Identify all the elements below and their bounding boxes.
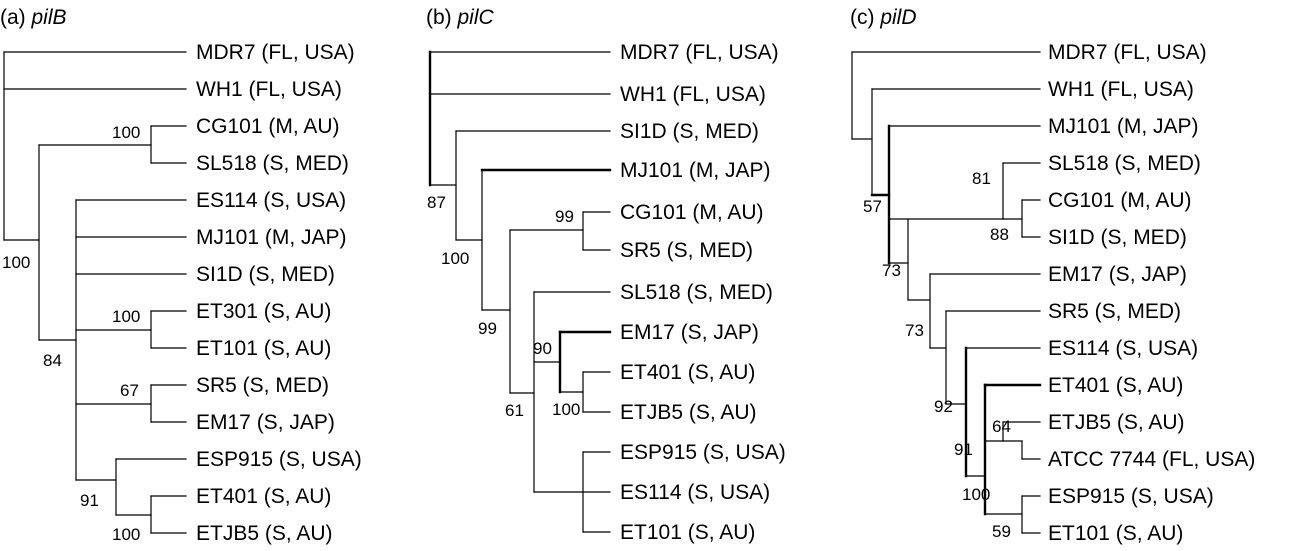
panel-c-leaf-labels: MDR7 (FL, USA) WH1 (FL, USA) MJ101 (M, J… xyxy=(1048,41,1255,545)
leaf-label: CG101 (M, AU) xyxy=(196,115,340,138)
leaf-label: ESP915 (S, USA) xyxy=(620,441,786,464)
leaf-label: SR5 (S, MED) xyxy=(620,239,753,262)
bootstrap-value: 67 xyxy=(120,381,139,400)
bootstrap-value: 81 xyxy=(972,169,991,188)
bootstrap-value: 100 xyxy=(112,123,140,142)
leaf-label: MDR7 (FL, USA) xyxy=(196,41,355,64)
bootstrap-value: 73 xyxy=(905,321,924,340)
leaf-label: ETJB5 (S, AU) xyxy=(1048,411,1185,434)
leaf-label: SL518 (S, MED) xyxy=(1048,152,1201,175)
leaf-label: ES114 (S, USA) xyxy=(1048,337,1198,360)
bootstrap-value: 100 xyxy=(2,253,30,272)
leaf-label: ET301 (S, AU) xyxy=(196,300,331,323)
leaf-label: SI1D (S, MED) xyxy=(196,263,335,286)
bootstrap-value: 100 xyxy=(112,307,140,326)
leaf-label: EM17 (S, JAP) xyxy=(620,321,759,344)
leaf-label: EM17 (S, JAP) xyxy=(1048,263,1187,286)
panel-a-leaf-labels: MDR7 (FL, USA) WH1 (FL, USA) CG101 (M, A… xyxy=(196,41,362,545)
leaf-label: CG101 (M, AU) xyxy=(1048,189,1192,212)
panel-b-leaf-labels: MDR7 (FL, USA) WH1 (FL, USA) SI1D (S, ME… xyxy=(620,41,786,544)
panel-c-title: (c) pilD xyxy=(850,6,917,29)
bootstrap-value: 99 xyxy=(555,207,574,226)
leaf-label: SL518 (S, MED) xyxy=(196,152,349,175)
bootstrap-value: 57 xyxy=(863,197,882,216)
leaf-label: ETJB5 (S, AU) xyxy=(196,522,333,545)
panel-c-pild: (c) pilD xyxy=(850,6,1255,545)
bootstrap-value: 100 xyxy=(552,400,580,419)
leaf-label: WH1 (FL, USA) xyxy=(1048,78,1194,101)
leaf-label: ET401 (S, AU) xyxy=(1048,374,1183,397)
bootstrap-value: 88 xyxy=(990,225,1009,244)
leaf-label: ES114 (S, USA) xyxy=(196,189,346,212)
leaf-label: ES114 (S, USA) xyxy=(620,481,770,504)
leaf-label: CG101 (M, AU) xyxy=(620,201,764,224)
bootstrap-value: 100 xyxy=(112,525,140,544)
leaf-label: EM17 (S, JAP) xyxy=(196,411,335,434)
bootstrap-value: 61 xyxy=(505,401,524,420)
panel-c-bootstrap-values: 57 81 88 73 73 92 91 64 100 59 xyxy=(863,169,1011,541)
leaf-label: SR5 (S, MED) xyxy=(1048,300,1181,323)
panel-a-pilb: (a) pilB xyxy=(0,6,362,545)
panel-b-bootstrap-values: 87 99 100 99 90 100 61 xyxy=(427,193,580,420)
leaf-label: ET101 (S, AU) xyxy=(1048,522,1183,545)
bootstrap-value: 64 xyxy=(992,417,1011,436)
panel-b-branches xyxy=(428,50,612,533)
leaf-label: MJ101 (M, JAP) xyxy=(1048,115,1199,138)
bootstrap-value: 90 xyxy=(533,339,552,358)
leaf-label: ESP915 (S, USA) xyxy=(1048,485,1214,508)
leaf-label: MJ101 (M, JAP) xyxy=(620,159,771,182)
bootstrap-value: 99 xyxy=(478,319,497,338)
leaf-label: ESP915 (S, USA) xyxy=(196,448,362,471)
bootstrap-value: 92 xyxy=(934,397,953,416)
panel-c-branches xyxy=(851,51,1042,534)
bootstrap-value: 100 xyxy=(962,485,990,504)
leaf-label: SR5 (S, MED) xyxy=(196,374,329,397)
leaf-label: ET101 (S, AU) xyxy=(196,337,331,360)
leaf-label: MDR7 (FL, USA) xyxy=(620,41,779,64)
panel-b-pilc: (b) pilC xyxy=(426,6,786,544)
leaf-label: ET101 (S, AU) xyxy=(620,521,755,544)
bootstrap-value: 91 xyxy=(954,440,973,459)
leaf-label: ET401 (S, AU) xyxy=(196,485,331,508)
bootstrap-value: 91 xyxy=(80,491,99,510)
leaf-label: SL518 (S, MED) xyxy=(620,281,773,304)
bootstrap-value: 73 xyxy=(882,261,901,280)
leaf-label: ET401 (S, AU) xyxy=(620,361,755,384)
panel-a-title: (a) pilB xyxy=(0,6,67,29)
leaf-label: WH1 (FL, USA) xyxy=(196,78,342,101)
leaf-label: ETJB5 (S, AU) xyxy=(620,401,757,424)
leaf-label: ATCC 7744 (FL, USA) xyxy=(1048,448,1255,471)
panel-b-title: (b) pilC xyxy=(426,6,495,29)
leaf-label: MDR7 (FL, USA) xyxy=(1048,41,1207,64)
bootstrap-value: 87 xyxy=(427,193,446,212)
bootstrap-value: 84 xyxy=(43,351,62,370)
panel-a-bootstrap-values: 100 100 84 100 67 91 100 xyxy=(2,123,140,544)
bootstrap-value: 59 xyxy=(992,522,1011,541)
bootstrap-value: 100 xyxy=(441,249,469,268)
leaf-label: SI1D (S, MED) xyxy=(1048,226,1187,249)
leaf-label: MJ101 (M, JAP) xyxy=(196,226,347,249)
leaf-label: WH1 (FL, USA) xyxy=(620,83,766,106)
panel-a-branches xyxy=(3,51,187,534)
leaf-label: SI1D (S, MED) xyxy=(620,120,759,143)
